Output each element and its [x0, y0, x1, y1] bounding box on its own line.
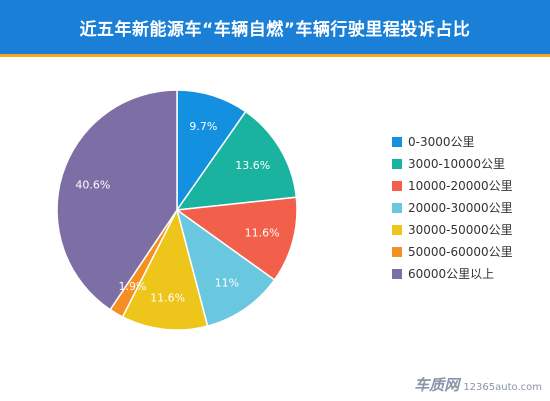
chart-header: 近五年新能源车“车辆自燃”车辆行驶里程投诉占比 — [0, 0, 550, 57]
chart-area: 9.7% 13.6% 11.6% 11% 11.6% 1.9% 40.6% 0-3000公里… — [0, 57, 550, 401]
pie-slice-6 — [56, 89, 178, 311]
watermark: 车质网 12365auto.com — [414, 374, 542, 395]
slice-label-6: 40.6% — [75, 178, 110, 191]
slice-label-4: 11.6% — [150, 291, 185, 304]
legend-swatch-6 — [392, 269, 402, 279]
pie-slice-4 — [121, 207, 209, 331]
slice-label-2: 11.6% — [245, 226, 280, 239]
legend-swatch-2 — [392, 181, 402, 191]
legend-label-2: 10000-20000公里 — [408, 179, 513, 193]
slice-label-3: 11% — [215, 276, 239, 289]
legend-label-5: 50000-60000公里 — [408, 245, 513, 259]
pie-labels: 9.7% 13.6% 11.6% 11% 11.6% 1.9% 40.6% — [75, 120, 279, 304]
slice-label-0: 9.7% — [189, 120, 217, 133]
legend-label-3: 20000-30000公里 — [408, 201, 513, 215]
legend-swatch-4 — [392, 225, 402, 235]
pie-slice-3 — [175, 208, 276, 327]
legend-label-0: 0-3000公里 — [408, 135, 475, 149]
legend-swatch-0 — [392, 137, 402, 147]
legend-label-6: 60000公里以上 — [408, 267, 494, 281]
pie-slice-1 — [175, 110, 298, 211]
pie-slices — [56, 89, 298, 331]
legend-swatch-5 — [392, 247, 402, 257]
legend-label-1: 3000-10000公里 — [408, 157, 505, 171]
pie-slice-0 — [176, 89, 247, 213]
pie-slice-2 — [174, 196, 298, 281]
watermark-brand: 车质网 — [414, 376, 460, 394]
slice-label-1: 13.6% — [235, 159, 270, 172]
legend: 0-3000公里 3000-10000公里 10000-20000公里 20000-3… — [392, 135, 513, 281]
slice-label-5: 1.9% — [118, 280, 146, 293]
legend-swatch-3 — [392, 203, 402, 213]
chart-title: 近五年新能源车“车辆自燃”车辆行驶里程投诉占比 — [79, 19, 471, 40]
legend-label-4: 30000-50000公里 — [408, 223, 513, 237]
watermark-site: 12365auto.com — [463, 382, 542, 393]
legend-swatch-1 — [392, 159, 402, 169]
pie-chart: 9.7% 13.6% 11.6% 11% 11.6% 1.9% 40.6% 0-3000公里… — [56, 89, 513, 331]
